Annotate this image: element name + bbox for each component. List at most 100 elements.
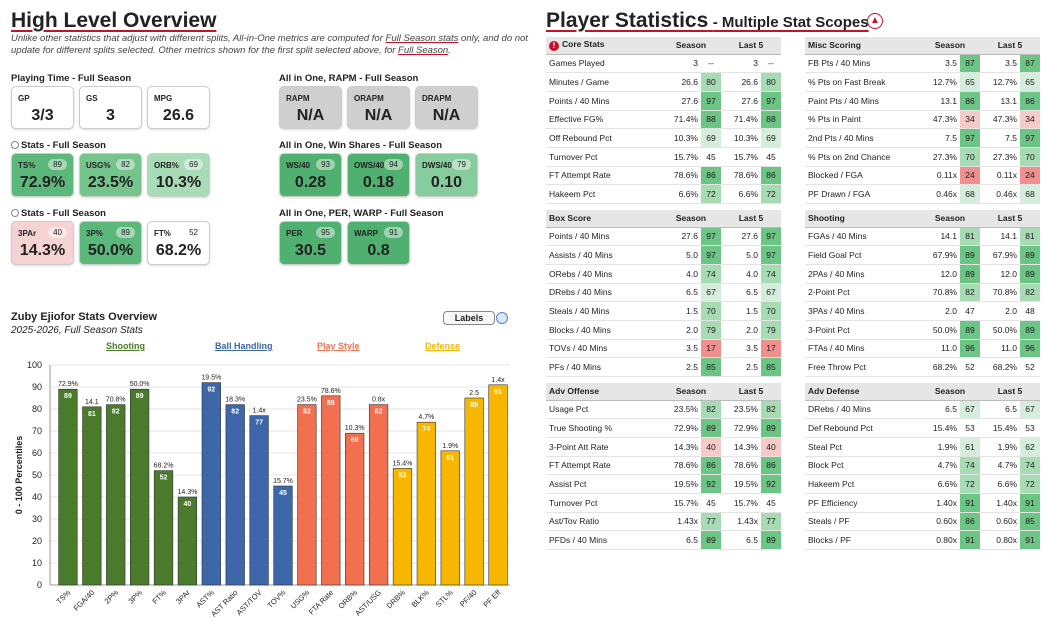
y-tick-label: 10 (32, 558, 42, 568)
table-row: 3PAs / 40 Mins 2.0 47 2.0 48 (805, 301, 1040, 321)
percentile-badge: 40 (48, 227, 67, 238)
overview-note: Unlike other statistics that adjust with… (11, 33, 528, 56)
season-percentile: 86 (701, 456, 721, 476)
table-row: PFs / 40 Mins 2.5 85 2.5 85 (546, 357, 781, 377)
table-row: 3-Point Pct 50.0% 89 50.0% 89 (805, 320, 1040, 340)
stat-card-warp: WARP 0.8 91 (347, 221, 410, 265)
last5-value: 6.5 (980, 400, 1020, 420)
full-season-link[interactable]: Full Season stats (385, 33, 459, 44)
percentile-badge: 91 (384, 227, 403, 238)
bar-stat-label: 10.3% (345, 425, 365, 432)
last5-value: 0.11x (980, 166, 1020, 186)
bar-stat-label: 15.4% (393, 460, 413, 467)
bar-percentile-label: 69 (351, 437, 359, 444)
season-percentile: 81 (960, 227, 980, 247)
table-row: Def Rebound Pct 15.4% 53 15.4% 53 (805, 418, 1040, 438)
season-percentile: 34 (960, 110, 980, 130)
season-value: 2.0 (920, 301, 960, 321)
stat-name: Field Goal Pct (805, 245, 920, 265)
stat-name: Assist Pct (546, 474, 661, 494)
season-percentile: 86 (960, 91, 980, 111)
stat-name: FTAs / 40 Mins (805, 339, 920, 359)
last5-header[interactable]: Last 5 (721, 210, 781, 228)
season-percentile: 45 (701, 147, 721, 167)
season-percentile: 89 (701, 418, 721, 438)
stat-name: Turnover Pct (546, 493, 661, 513)
bar (464, 397, 484, 586)
last5-header[interactable]: Last 5 (980, 210, 1040, 228)
bar-stat-label: 72.9% (58, 381, 78, 388)
last5-header[interactable]: Last 5 (980, 383, 1040, 401)
stat-card-value: 0.8 (367, 242, 390, 259)
last5-percentile: 67 (761, 283, 781, 303)
last5-value: 27.6 (721, 227, 761, 247)
last5-percentile: 70 (1020, 147, 1040, 167)
table-row: 2nd Pts / 40 Mins 7.5 97 7.5 97 (805, 128, 1040, 148)
table-row: Field Goal Pct 67.9% 89 67.9% 89 (805, 245, 1040, 265)
last5-header[interactable]: Last 5 (721, 383, 781, 401)
bar (440, 450, 460, 586)
percentile-badge: 89 (116, 227, 135, 238)
season-value: 67.9% (920, 245, 960, 265)
season-percentile: 67 (960, 400, 980, 420)
last5-header[interactable]: Last 5 (721, 37, 781, 55)
stat-card-label: RAPM (286, 94, 310, 103)
season-header[interactable]: Season (920, 37, 980, 55)
last5-value: 10.3% (721, 128, 761, 148)
last5-value: 50.0% (980, 320, 1020, 340)
season-value: 3.5 (920, 54, 960, 74)
legend-ball-handling: Ball Handling (215, 341, 273, 351)
last5-percentile: 68 (1020, 184, 1040, 204)
table-row: 2-Point Pct 70.8% 82 70.8% 82 (805, 283, 1040, 303)
season-header[interactable]: Season (920, 210, 980, 228)
player-stats-title: Player Statistics (546, 9, 709, 32)
season-value: 23.5% (661, 400, 701, 420)
stats-section-title-1[interactable]: Stats - Full Season (11, 140, 106, 151)
season-value: 13.1 (920, 91, 960, 111)
radio-icon[interactable] (11, 141, 19, 149)
table-row: Assists / 40 Mins 5.0 97 5.0 97 (546, 245, 781, 265)
alert-icon: ! (549, 41, 559, 52)
table-row: Effective FG% 71.4% 88 71.4% 88 (546, 110, 781, 130)
season-percentile: 86 (701, 166, 721, 186)
stat-card-usg-: USG% 23.5% 82 (79, 153, 142, 197)
table-row: PF Drawn / FGA 0.46x 68 0.46x 68 (805, 184, 1040, 204)
bar-percentile-label: 77 (255, 420, 263, 427)
season-value: 12.0 (920, 264, 960, 284)
season-header[interactable]: Season (920, 383, 980, 401)
stat-table-misc-scoring: Misc Scoring Season Last 5 FB Pts / 40 Mins… (805, 37, 1040, 204)
last5-value: 15.7% (721, 147, 761, 167)
stat-card-orapm: ORAPM N/A (347, 86, 410, 129)
table-row: DRebs / 40 Mins 6.5 67 6.5 67 (805, 400, 1040, 420)
table-row: Paint Pts / 40 Mins 13.1 86 13.1 86 (805, 91, 1040, 111)
bar-stat-label: 1.9% (442, 443, 458, 450)
last5-header[interactable]: Last 5 (980, 37, 1040, 55)
season-percentile: 97 (701, 245, 721, 265)
full-season-link-2[interactable]: Full Season (398, 45, 449, 56)
season-header[interactable]: Season (661, 210, 721, 228)
stat-scope-info-icon[interactable]: ▲ (867, 13, 883, 29)
bar-stat-label: 19.5% (201, 375, 221, 382)
percentile-badge: 82 (116, 159, 135, 170)
season-header[interactable]: Season (661, 383, 721, 401)
season-header[interactable]: Season (661, 37, 721, 55)
bar-stat-label: 23.5% (297, 397, 317, 404)
bar (273, 485, 293, 586)
stat-card-value: 3 (106, 107, 115, 124)
table-row: TOVs / 40 Mins 3.5 17 3.5 17 (546, 339, 781, 359)
season-value: 50.0% (920, 320, 960, 340)
labels-toggle[interactable]: Labels (443, 311, 495, 325)
stats-section-title-2[interactable]: Stats - Full Season (11, 208, 106, 219)
table-row: FGAs / 40 Mins 14.1 81 14.1 81 (805, 227, 1040, 247)
page-title: High Level Overview (11, 9, 217, 32)
bar-stat-label: 68.2% (154, 463, 174, 470)
table-row: % Pts on Fast Break 12.7% 65 12.7% 65 (805, 72, 1040, 92)
radio-icon[interactable] (11, 209, 19, 217)
stat-card-gp: GP 3/3 (11, 86, 74, 129)
last5-percentile: 97 (761, 245, 781, 265)
stat-card-label: 3PAr (18, 229, 37, 238)
stat-name: % Pts in Paint (805, 110, 920, 130)
labels-toggle-switch-icon[interactable] (496, 312, 508, 324)
table-row: Steal Pct 1.9% 61 1.9% 62 (805, 437, 1040, 457)
season-value: 3.5 (661, 339, 701, 359)
